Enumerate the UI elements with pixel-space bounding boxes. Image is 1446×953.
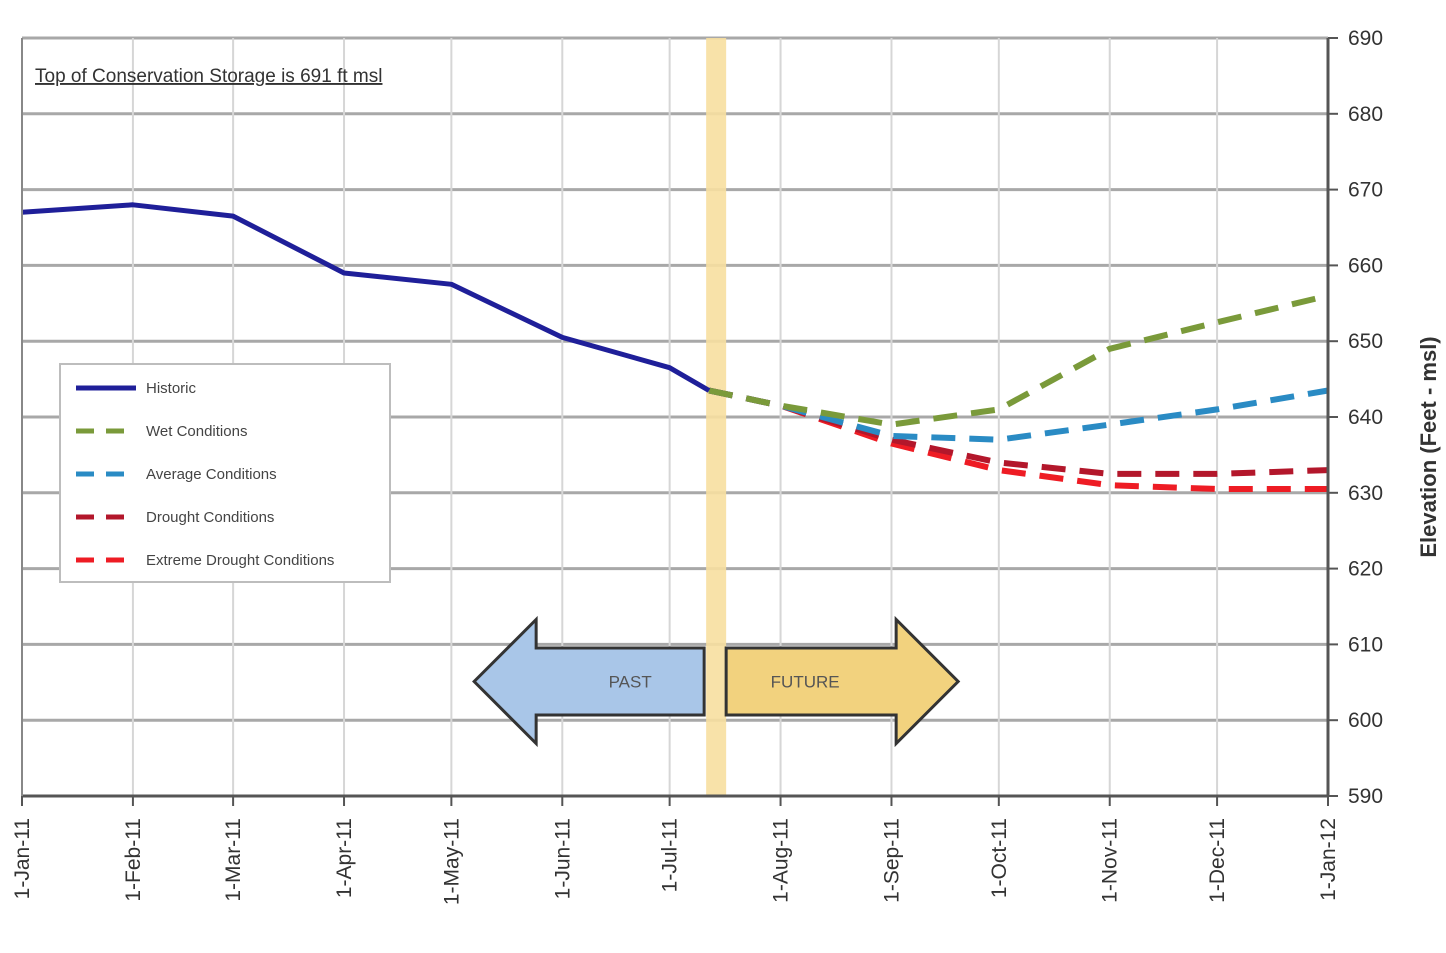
future-arrow <box>724 615 961 748</box>
legend-label-wet-conditions: Wet Conditions <box>146 423 247 440</box>
past-arrow-label: PAST <box>609 673 652 692</box>
y-tick-label-650: 650 <box>1348 330 1383 353</box>
x-tick-label-1-May-11: 1-May-11 <box>440 818 463 905</box>
past-arrow <box>472 615 706 748</box>
conservation-storage-annotation: Top of Conservation Storage is 691 ft ms… <box>35 66 382 87</box>
x-tick-label-1-Dec-11: 1-Dec-11 <box>1206 818 1229 903</box>
current-date-marker <box>706 38 727 796</box>
legend-label-average-conditions: Average Conditions <box>146 466 277 483</box>
x-tick-label-1-Sep-11: 1-Sep-11 <box>880 818 903 903</box>
past-future-arrows: PAST FUTURE <box>472 615 961 748</box>
x-tick-label-1-Aug-11: 1-Aug-11 <box>770 818 793 903</box>
legend-label-drought-conditions: Drought Conditions <box>146 509 274 526</box>
x-tick-label-1-Jul-11: 1-Jul-11 <box>659 818 682 892</box>
series-line-drought-conditions <box>708 387 1329 477</box>
y-tick-label-670: 670 <box>1348 179 1383 202</box>
y-tick-label-600: 600 <box>1348 709 1383 732</box>
y-tick-label-640: 640 <box>1348 406 1383 429</box>
x-tick-label-1-Nov-11: 1-Nov-11 <box>1099 818 1122 903</box>
series-line-average-conditions <box>708 387 1329 443</box>
y-tick-label-610: 610 <box>1348 633 1383 656</box>
x-tick-label-1-Jun-11: 1-Jun-11 <box>551 818 574 899</box>
x-tick-label-1-Jan-12: 1-Jan-12 <box>1317 818 1340 901</box>
y-tick-label-620: 620 <box>1348 558 1383 581</box>
x-tick-label-1-Apr-11: 1-Apr-11 <box>333 818 356 898</box>
axes: 590 600 610 620 630 640 650 660 670 680 690 1-Jan-1… <box>11 27 1383 905</box>
y-axis-label: Elevation (Feet - msl) <box>1416 336 1441 557</box>
x-tick-label-1-Feb-11: 1-Feb-11 <box>122 818 145 902</box>
y-tick-label-660: 660 <box>1348 254 1383 277</box>
legend: Historic Wet Conditions Average Conditions… <box>59 363 391 583</box>
y-tick-label-690: 690 <box>1348 27 1383 50</box>
x-tick-label-1-Mar-11: 1-Mar-11 <box>222 818 245 902</box>
future-arrow-label: FUTURE <box>771 673 840 692</box>
legend-label-extreme-drought-conditions: Extreme Drought Conditions <box>146 552 334 569</box>
y-tick-label-680: 680 <box>1348 103 1383 126</box>
x-tick-label-1-Jan-11: 1-Jan-11 <box>11 818 34 899</box>
y-tick-label-630: 630 <box>1348 482 1383 505</box>
series-line-historic <box>21 202 711 393</box>
x-tick-label-1-Oct-11: 1-Oct-11 <box>988 818 1011 898</box>
series-lines <box>21 202 1329 492</box>
current-date-band <box>706 38 727 796</box>
y-tick-label-590: 590 <box>1348 785 1383 808</box>
legend-label-historic: Historic <box>146 380 197 397</box>
